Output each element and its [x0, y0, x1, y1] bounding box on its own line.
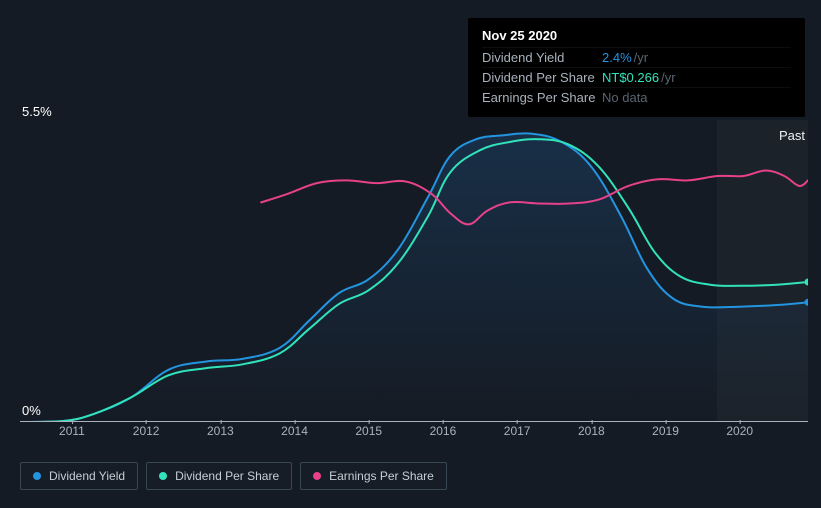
y-axis-max-label: 5.5% — [22, 104, 52, 119]
tooltip-unit: /yr — [661, 70, 675, 85]
legend-item-eps[interactable]: Earnings Per Share — [300, 462, 447, 490]
legend-label: Earnings Per Share — [329, 469, 434, 483]
tooltip-unit: /yr — [634, 50, 648, 65]
tooltip-value: NT$0.266 — [602, 70, 659, 85]
tooltip-label: Dividend Yield — [482, 50, 602, 65]
legend-label: Dividend Yield — [49, 469, 125, 483]
legend-item-yield[interactable]: Dividend Yield — [20, 462, 138, 490]
x-tick: 2015 — [355, 424, 382, 438]
x-tick: 2018 — [578, 424, 605, 438]
x-tick: 2016 — [430, 424, 457, 438]
x-axis: 2011 2012 2013 2014 2015 2016 2017 2018 2019 2020 — [20, 424, 808, 444]
legend-dot — [159, 472, 167, 480]
x-tick: 2014 — [281, 424, 308, 438]
tooltip-label: Dividend Per Share — [482, 70, 602, 85]
legend-dot — [33, 472, 41, 480]
chart-legend: Dividend Yield Dividend Per Share Earnin… — [20, 462, 447, 490]
x-tick: 2011 — [59, 424, 85, 438]
tooltip-value: 2.4% — [602, 50, 632, 65]
tooltip-row-dps: Dividend Per Share NT$0.266/yr — [482, 67, 791, 87]
legend-item-dps[interactable]: Dividend Per Share — [146, 462, 292, 490]
dividend-chart[interactable]: 5.5% 0% Past 201120122013201420152016201… — [20, 98, 808, 443]
x-tick: 2013 — [207, 424, 234, 438]
tooltip-date: Nov 25 2020 — [482, 28, 791, 43]
x-tick: 2019 — [652, 424, 679, 438]
x-tick: 2020 — [726, 424, 753, 438]
x-tick: 2017 — [504, 424, 531, 438]
x-tick: 2012 — [133, 424, 160, 438]
tooltip-row-yield: Dividend Yield 2.4%/yr — [482, 47, 791, 67]
legend-dot — [313, 472, 321, 480]
chart-svg — [20, 120, 808, 422]
legend-label: Dividend Per Share — [175, 469, 279, 483]
